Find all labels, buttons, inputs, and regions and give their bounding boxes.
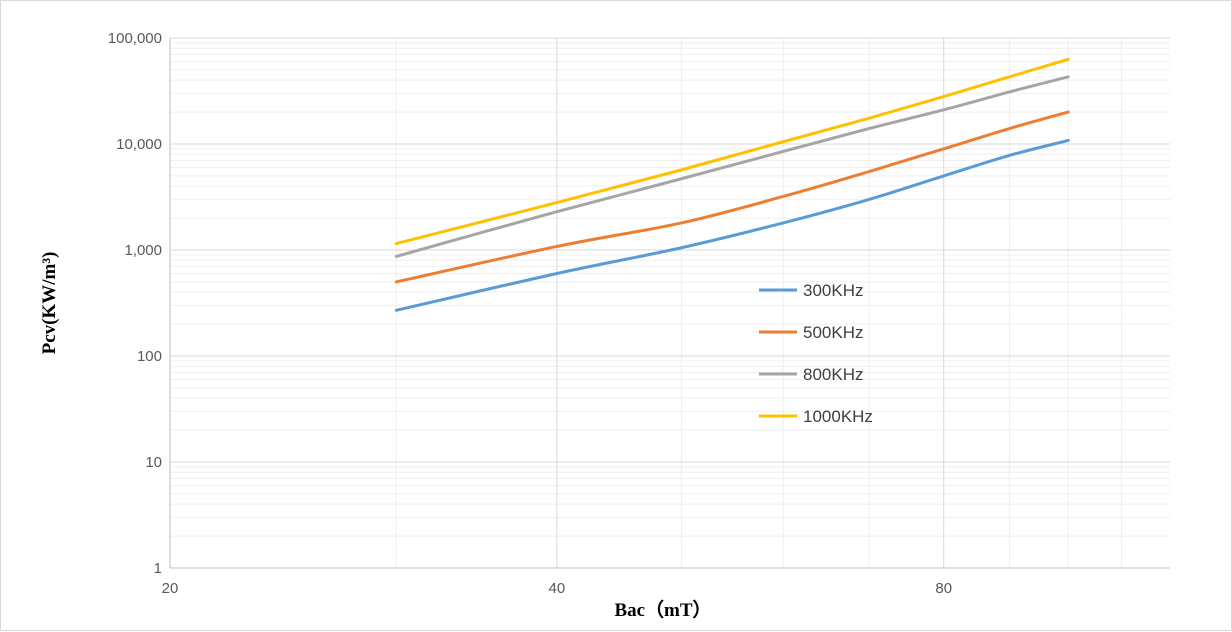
y-tick-label: 1,000 xyxy=(124,242,162,259)
x-tick-label: 80 xyxy=(935,580,952,597)
x-tick-label: 20 xyxy=(162,580,179,597)
x-tick-label: 40 xyxy=(549,580,566,597)
series-line-1000KHz xyxy=(394,57,1070,246)
legend-label: 1000KHz xyxy=(803,407,873,426)
series-line-500KHz xyxy=(394,110,1070,284)
legend-label: 800KHz xyxy=(803,365,863,384)
y-tick-label: 10,000 xyxy=(116,136,162,153)
legend-label: 500KHz xyxy=(803,323,863,342)
y-tick-label: 100 xyxy=(137,348,162,365)
legend-label: 300KHz xyxy=(803,281,863,300)
x-axis-title: Bac（mT） xyxy=(614,598,711,621)
y-axis-title: Pcv(KW/m³) xyxy=(39,252,60,355)
y-tick-label: 10 xyxy=(145,454,162,471)
y-tick-label: 100,000 xyxy=(108,30,162,47)
series-line-300KHz xyxy=(394,138,1070,312)
y-tick-label: 1 xyxy=(154,560,162,577)
series-line-800KHz xyxy=(394,75,1070,258)
